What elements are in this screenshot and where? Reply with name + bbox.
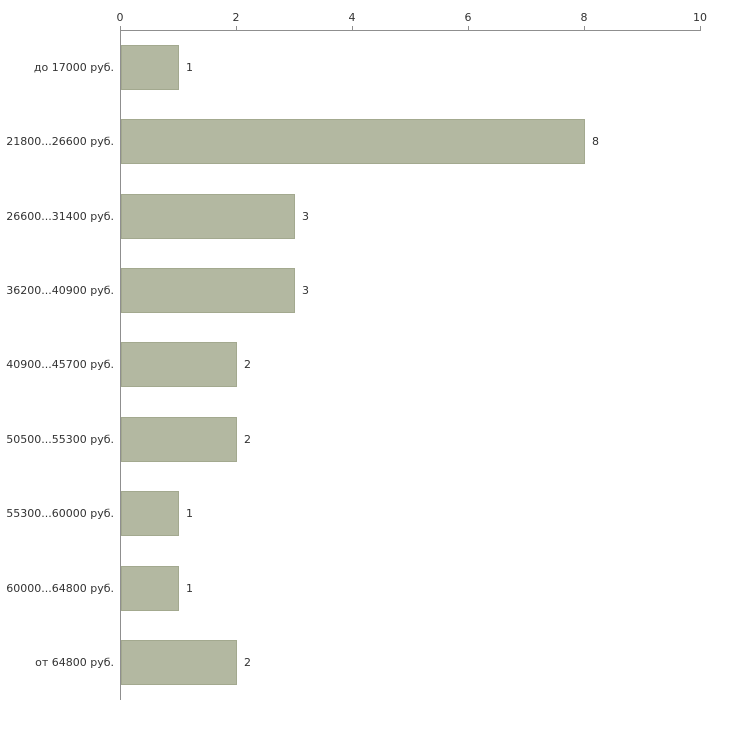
x-tick-label: 0	[116, 11, 124, 24]
x-tick-label: 8	[580, 11, 588, 24]
bar-row: 36200...40900 руб. 3	[0, 253, 730, 327]
bar-row: до 17000 руб. 1	[0, 30, 730, 104]
x-tick-mark	[236, 26, 237, 30]
bar	[121, 416, 237, 462]
x-tick-mark	[700, 26, 701, 30]
category-label: 60000...64800 руб.	[6, 581, 114, 595]
x-tick-label: 4	[348, 11, 356, 24]
value-label: 8	[592, 135, 599, 149]
category-label: 21800...26600 руб.	[6, 135, 114, 149]
value-label: 2	[244, 432, 251, 446]
bar-row: 55300...60000 руб. 1	[0, 477, 730, 551]
bar	[121, 119, 585, 165]
bar-row: 50500...55300 руб. 2	[0, 402, 730, 476]
x-tick-mark	[584, 26, 585, 30]
category-label: 40900...45700 руб.	[6, 358, 114, 372]
value-label: 2	[244, 656, 251, 670]
value-label: 1	[186, 60, 193, 74]
x-tick-label: 2	[232, 11, 240, 24]
x-tick-mark	[468, 26, 469, 30]
bar-row: 40900...45700 руб. 2	[0, 328, 730, 402]
bar-row: 21800...26600 руб. 8	[0, 104, 730, 178]
bar	[121, 640, 237, 686]
x-axis-line	[120, 30, 701, 31]
category-label: 36200...40900 руб.	[6, 284, 114, 298]
x-tick-mark	[352, 26, 353, 30]
value-label: 3	[302, 284, 309, 298]
bar	[121, 491, 179, 537]
bar-row: 60000...64800 руб. 1	[0, 551, 730, 625]
bar	[121, 268, 295, 314]
category-label: 55300...60000 руб.	[6, 507, 114, 521]
value-label: 3	[302, 209, 309, 223]
bar-row: от 64800 руб. 2	[0, 626, 730, 700]
x-tick-label: 6	[464, 11, 472, 24]
bar	[121, 565, 179, 611]
bar	[121, 193, 295, 239]
bar-row: 26600...31400 руб. 3	[0, 179, 730, 253]
x-tick-mark	[120, 26, 121, 30]
value-label: 2	[244, 358, 251, 372]
bar	[121, 342, 237, 388]
category-label: 26600...31400 руб.	[6, 209, 114, 223]
category-label: 50500...55300 руб.	[6, 432, 114, 446]
value-label: 1	[186, 581, 193, 595]
y-axis-line	[120, 30, 121, 700]
value-label: 1	[186, 507, 193, 521]
category-label: до 17000 руб.	[33, 60, 114, 74]
bar	[121, 44, 179, 90]
x-tick-label: 10	[693, 11, 707, 24]
category-label: от 64800 руб.	[35, 656, 114, 670]
